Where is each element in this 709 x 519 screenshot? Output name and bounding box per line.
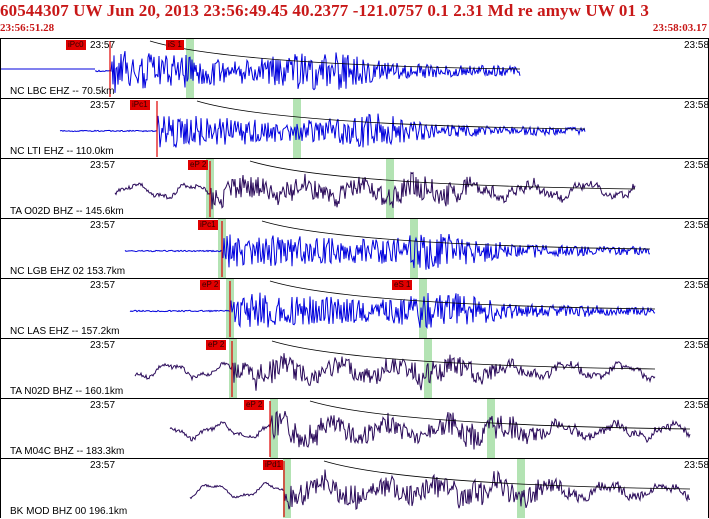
start-time: 23:56:51.28	[0, 22, 55, 34]
waveform	[134, 340, 656, 397]
waveform-line	[94, 51, 521, 93]
pick-marker[interactable]: iPc0	[66, 40, 86, 50]
panel-border-left	[0, 38, 1, 518]
time-label-right: 23:58	[684, 400, 709, 411]
time-label-left: 23:57	[90, 340, 116, 351]
time-label-right: 23:58	[684, 280, 709, 291]
time-label-right: 23:58	[684, 40, 709, 51]
pick-marker[interactable]: eP 2	[206, 340, 227, 350]
station-label: NC LAS EHZ -- 157.2km	[10, 326, 120, 337]
s-window	[386, 159, 394, 218]
station-label: NC LGB EHZ 02 153.7km	[10, 266, 126, 277]
pick-marker[interactable]: iPc1	[198, 220, 218, 230]
trace-panel[interactable]: iPd1 23:57 23:58 BK MOD BHZ 00 196.1km	[0, 458, 709, 518]
time-label-left: 23:57	[90, 100, 116, 111]
waveform	[124, 220, 651, 277]
trace-panel[interactable]: eP 2 23:57 23:58 TA N02D BHZ -- 160.1km	[0, 338, 709, 398]
pick-marker[interactable]: eP 2	[200, 280, 221, 290]
travel-time-curve	[196, 100, 586, 130]
trace-panel[interactable]: eP 2 eS 1 23:57 23:58 NC LAS EHZ -- 157.…	[0, 278, 709, 338]
time-label-left: 23:57	[90, 400, 116, 411]
p-window	[186, 39, 194, 98]
trace-panel[interactable]: eP 2 23:57 23:58 TA O02D BHZ -- 145.6km	[0, 158, 709, 218]
trace-panel[interactable]: iPc1 23:57 23:58 NC LGB EHZ 02 153.7km	[0, 218, 709, 278]
waveform-line	[129, 292, 656, 329]
travel-time-curve	[323, 460, 691, 490]
end-time: 23:58:03.17	[652, 22, 707, 34]
trace-panel[interactable]: iPc1 23:57 23:58 NC LTI EHZ -- 110.0km	[0, 98, 709, 158]
pick-marker[interactable]: iPc1	[130, 100, 150, 110]
station-label: BK MOD BHZ 00 196.1km	[10, 506, 128, 517]
time-label-right: 23:58	[684, 220, 709, 231]
trace-panel[interactable]: eP 2 23:57 23:58 TA M04C BHZ -- 183.3km	[0, 398, 709, 458]
waveform	[114, 160, 636, 217]
station-label: NC LBC EHZ -- 70.5km	[10, 86, 115, 97]
station-label: TA M04C BHZ -- 183.3km	[10, 446, 125, 457]
pick-marker[interactable]: eP 2	[188, 160, 209, 170]
p-window	[283, 459, 291, 518]
time-label-right: 23:58	[684, 460, 709, 471]
waveform-line	[114, 171, 636, 210]
pick-marker[interactable]: eP 2	[244, 400, 265, 410]
station-label: TA N02D BHZ -- 160.1km	[10, 386, 124, 397]
waveform	[59, 100, 586, 157]
time-label-left: 23:57	[90, 460, 116, 471]
waveform	[189, 460, 691, 517]
s-window	[517, 459, 525, 518]
travel-time-curve	[249, 160, 636, 190]
time-label-right: 23:58	[684, 340, 709, 351]
pick-marker[interactable]: iPd1	[263, 460, 284, 470]
station-label: NC LTI EHZ -- 110.0km	[10, 146, 114, 157]
time-label-left: 23:57	[90, 160, 116, 171]
time-label-left: 23:57	[90, 280, 116, 291]
seismogram-panels: iPc0 iS 1 23:57 23:58 NC LBC EHZ -- 70.5…	[0, 38, 709, 518]
waveform-line	[124, 233, 651, 270]
waveform	[129, 280, 656, 337]
travel-time-curve	[309, 400, 691, 430]
time-label-left: 23:57	[90, 220, 116, 231]
pick-marker[interactable]: eS 1	[392, 280, 413, 290]
time-label-right: 23:58	[684, 100, 709, 111]
event-summary: 60544307 UW Jun 20, 2013 23:56:49.45 40.…	[0, 1, 650, 20]
s-window	[487, 399, 495, 458]
waveform	[169, 400, 691, 457]
travel-time-curve	[269, 280, 656, 310]
pick-marker[interactable]: iS 1	[166, 40, 184, 50]
s-window	[410, 219, 418, 278]
time-label-left: 23:57	[90, 40, 116, 51]
travel-time-curve	[261, 220, 651, 250]
station-label: TA O02D BHZ -- 145.6km	[10, 206, 124, 217]
waveform-line	[189, 469, 691, 511]
trace-panel[interactable]: iPc0 iS 1 23:57 23:58 NC LBC EHZ -- 70.5…	[0, 38, 709, 98]
waveform-line	[59, 113, 586, 148]
event-header: 60544307 UW Jun 20, 2013 23:56:49.45 40.…	[0, 0, 709, 36]
waveform-line	[169, 410, 691, 450]
p-window	[270, 399, 278, 458]
travel-time-curve	[271, 340, 656, 370]
time-label-right: 23:58	[684, 160, 709, 171]
